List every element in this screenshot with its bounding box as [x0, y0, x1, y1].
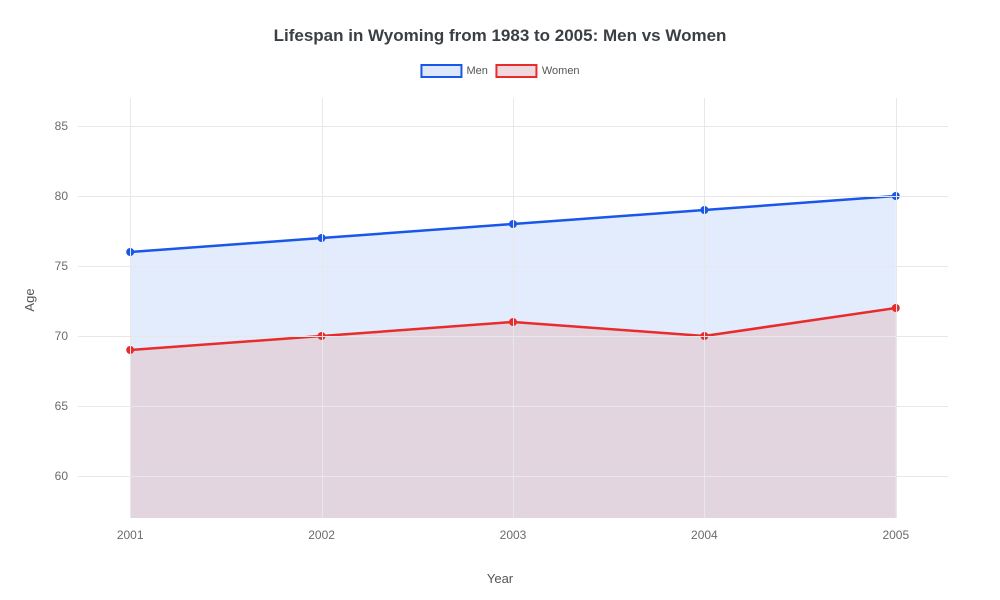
x-tick-label: 2005	[882, 518, 909, 542]
legend-item-men: Men	[420, 64, 487, 78]
y-tick-label: 65	[55, 399, 78, 413]
grid-line-v	[130, 98, 131, 518]
legend-item-women: Women	[496, 64, 580, 78]
x-tick-label: 2002	[308, 518, 335, 542]
y-tick-label: 80	[55, 189, 78, 203]
legend-swatch-men	[420, 64, 462, 78]
legend: Men Women	[420, 64, 579, 78]
grid-line-v	[704, 98, 705, 518]
legend-swatch-women	[496, 64, 538, 78]
lifespan-chart: Lifespan in Wyoming from 1983 to 2005: M…	[0, 0, 1000, 600]
y-axis-label: Age	[22, 288, 37, 311]
x-tick-label: 2003	[500, 518, 527, 542]
y-tick-label: 70	[55, 329, 78, 343]
y-tick-label: 85	[55, 119, 78, 133]
plot-area: 60657075808520012002200320042005	[78, 98, 948, 518]
grid-line-v	[322, 98, 323, 518]
grid-line-v	[896, 98, 897, 518]
y-tick-label: 75	[55, 259, 78, 273]
legend-label-men: Men	[466, 65, 487, 77]
x-tick-label: 2004	[691, 518, 718, 542]
y-tick-label: 60	[55, 469, 78, 483]
x-axis-label: Year	[487, 571, 513, 586]
x-tick-label: 2001	[117, 518, 144, 542]
legend-label-women: Women	[542, 65, 580, 77]
grid-line-v	[513, 98, 514, 518]
chart-title: Lifespan in Wyoming from 1983 to 2005: M…	[0, 26, 1000, 46]
